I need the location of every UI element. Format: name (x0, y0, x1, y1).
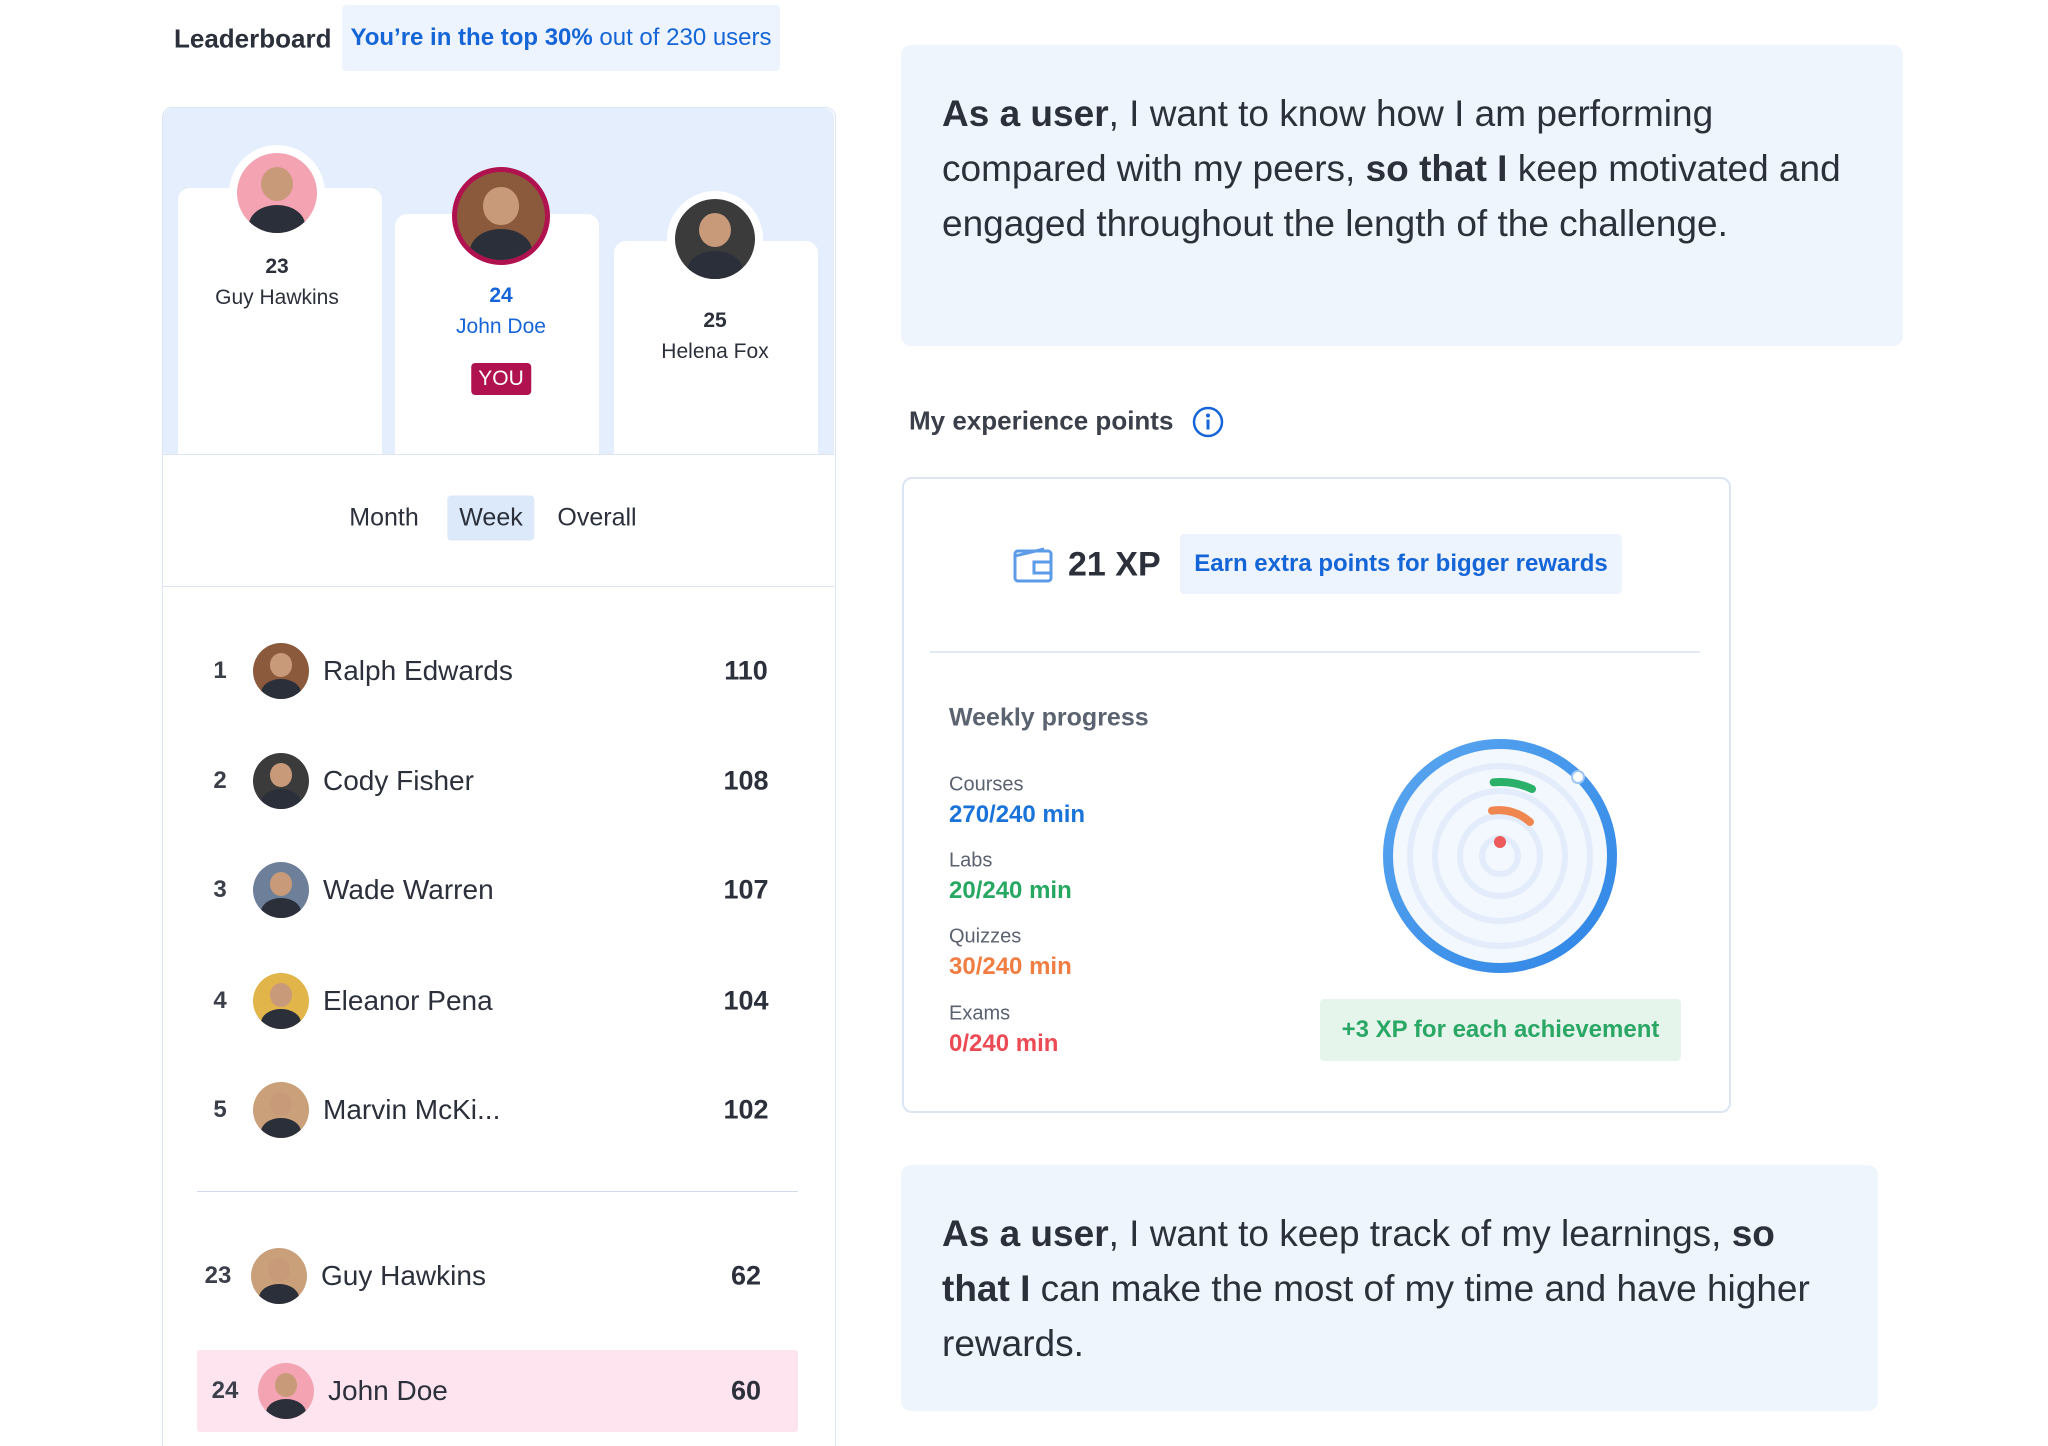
xp-amount: 21 XP (1068, 545, 1161, 584)
row-points: 102 (723, 1094, 769, 1125)
avatar (253, 753, 309, 809)
row-name: Cody Fisher (323, 765, 474, 796)
avatar-body (687, 251, 743, 279)
podium-name: Helena Fox (661, 340, 769, 363)
text-segment: , I want to keep track of my learnings, (1108, 1213, 1732, 1254)
podium-name: John Doe (456, 315, 546, 338)
row-rank: 1 (213, 657, 227, 684)
progress-label: Quizzes (949, 925, 1022, 948)
row-rank: 2 (213, 767, 227, 794)
avatar (251, 1248, 307, 1304)
text-segment: As a user (942, 1213, 1109, 1254)
row-points: 108 (723, 765, 769, 796)
progress-value: 20/240 min (949, 877, 1072, 904)
row-name: John Doe (328, 1375, 448, 1406)
progress-label: Labs (949, 849, 993, 872)
story-text: As a user, I want to know how I am perfo… (942, 86, 1882, 251)
avatar (253, 973, 309, 1029)
row-rank: 23 (204, 1262, 232, 1289)
divider (163, 454, 834, 455)
divider (163, 586, 834, 587)
tab[interactable]: Overall (557, 503, 637, 532)
tab[interactable]: Week (447, 495, 535, 541)
avatar (675, 199, 755, 279)
story-card (901, 45, 1903, 346)
avatar-head (269, 1091, 293, 1116)
text-segment: so that I (1365, 148, 1508, 189)
avatar-body (261, 789, 301, 809)
avatar-body (249, 205, 305, 233)
story-text: As a user, I want to keep track of my le… (942, 1206, 1842, 1371)
row-rank: 3 (213, 876, 227, 903)
row-rank: 4 (213, 987, 227, 1014)
progress-value: 30/240 min (949, 953, 1072, 980)
you-tag: YOU (471, 363, 531, 395)
divider (197, 1191, 798, 1192)
avatar (237, 153, 317, 233)
podium-rank: 23 (265, 255, 289, 278)
leaderboard-title: Leaderboard (174, 23, 332, 54)
avatar-body (259, 1284, 299, 1304)
text-segment: so that I (942, 1213, 1775, 1309)
progress-label: Courses (949, 773, 1024, 796)
progress-title: Weekly progress (949, 703, 1149, 732)
avatar-head (699, 213, 731, 247)
info-icon[interactable] (1191, 405, 1225, 439)
avatar-head (269, 762, 293, 787)
row-rank: 24 (211, 1377, 239, 1404)
text-segment: You’re in the top 30% (350, 24, 593, 51)
avatar-body (266, 1399, 306, 1419)
avatar-body (470, 229, 532, 260)
avatar-head (269, 652, 293, 677)
avatar-body (261, 1009, 301, 1029)
row-points: 60 (730, 1375, 762, 1406)
row-name: Guy Hawkins (321, 1260, 486, 1291)
wallet-icon (1013, 547, 1053, 583)
text-segment: , I want to know how I am performing com… (942, 93, 1714, 189)
avatar-body (261, 679, 301, 699)
story-card (901, 1165, 1878, 1411)
progress-rings (1383, 739, 1617, 973)
progress-label: Exams (949, 1002, 1011, 1025)
avatar (253, 643, 309, 699)
avatar-head (269, 871, 293, 896)
section-title: My experience points (909, 405, 1174, 436)
text-segment: As a user (942, 93, 1109, 134)
avatar (253, 1082, 309, 1138)
avatar (253, 862, 309, 918)
row-points: 107 (723, 874, 769, 905)
avatar-head (267, 1257, 291, 1282)
avatar-head (483, 187, 519, 225)
avatar (457, 172, 545, 260)
row-name: Marvin McKi... (323, 1094, 501, 1125)
progress-value: 0/240 min (949, 1030, 1059, 1057)
text-segment: keep motivated and engaged throughout th… (942, 148, 1841, 244)
bonus-badge: +3 XP for each achievement (1320, 999, 1681, 1061)
rank-badge: You’re in the top 30% out of 230 users (342, 5, 780, 71)
avatar (258, 1363, 314, 1419)
row-points: 62 (730, 1260, 762, 1291)
podium-rank: 24 (489, 284, 513, 307)
avatar-body (261, 1118, 301, 1138)
progress-value: 270/240 min (949, 801, 1086, 828)
earn-button[interactable]: Earn extra points for bigger rewards (1180, 534, 1622, 594)
avatar-head (261, 167, 293, 201)
row-name: Eleanor Pena (323, 985, 493, 1016)
tab[interactable]: Month (349, 503, 419, 532)
row-points: 104 (723, 985, 769, 1016)
row-name: Wade Warren (323, 874, 494, 905)
avatar-head (274, 1372, 298, 1397)
podium-name: Guy Hawkins (215, 286, 339, 309)
avatar-head (269, 982, 293, 1007)
podium-rank: 25 (703, 309, 727, 332)
row-rank: 5 (213, 1096, 227, 1123)
text-segment: out of 230 users (592, 24, 772, 51)
divider (930, 651, 1700, 653)
row-name: Ralph Edwards (323, 655, 513, 686)
avatar-body (261, 898, 301, 918)
text-segment: can make the most of my time and have hi… (942, 1268, 1810, 1364)
row-points: 110 (724, 655, 768, 686)
